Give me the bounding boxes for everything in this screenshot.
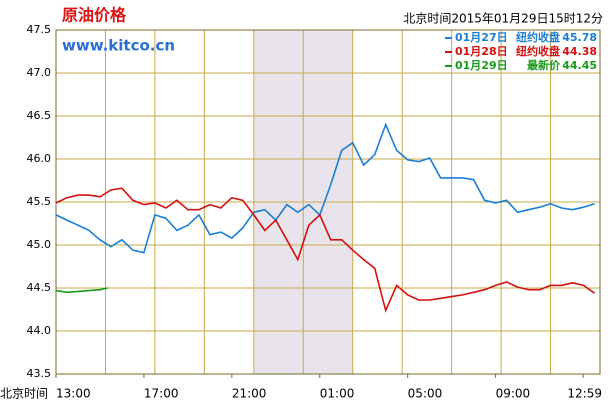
legend-value: 44.45: [562, 59, 597, 72]
y-tick-label: 44.0: [27, 324, 52, 337]
x-axis-label: 北京时间: [0, 387, 48, 401]
plot-background-layer: [56, 29, 600, 375]
line-series: [55, 122, 595, 254]
chart-title: 原油价格: [62, 6, 127, 25]
y-tick-label: 46.0: [27, 152, 52, 165]
timestamp: 北京时间2015年01月29日15时12分: [403, 12, 603, 26]
y-tick-label: 43.5: [27, 367, 52, 380]
y-tick-label: 44.5: [27, 281, 52, 294]
x-tick-label: 12:59: [567, 387, 602, 401]
legend-label: 01月29日: [455, 59, 508, 72]
legend-note: 纽约收盘: [516, 30, 560, 44]
legend-value: 45.78: [562, 31, 597, 44]
x-tick-label: 13:00: [56, 387, 91, 401]
y-tick-label: 45.5: [27, 195, 52, 208]
legend-note: 最新价: [527, 58, 561, 72]
y-tick-label: 47.0: [27, 66, 52, 79]
x-tick-label: 21:00: [232, 387, 267, 401]
line-series: [55, 287, 108, 294]
y-tick-label: 46.5: [27, 109, 52, 122]
legend-value: 44.38: [562, 45, 597, 58]
x-tick-label: 05:00: [408, 387, 443, 401]
x-tick-label: 17:00: [144, 387, 179, 401]
x-tick-label: 01:00: [320, 387, 355, 401]
x-tick-label: 09:00: [496, 387, 531, 401]
legend-label: 01月28日: [455, 45, 508, 58]
y-tick-label: 45.0: [27, 238, 52, 251]
chart-subtitle: www.kitco.cn: [62, 37, 175, 55]
legend-label: 01月27日: [455, 31, 508, 44]
line-series: [55, 187, 595, 313]
plot-border: [55, 29, 601, 375]
y-tick-label: 47.5: [27, 23, 52, 36]
legend-note: 纽约收盘: [516, 44, 560, 58]
